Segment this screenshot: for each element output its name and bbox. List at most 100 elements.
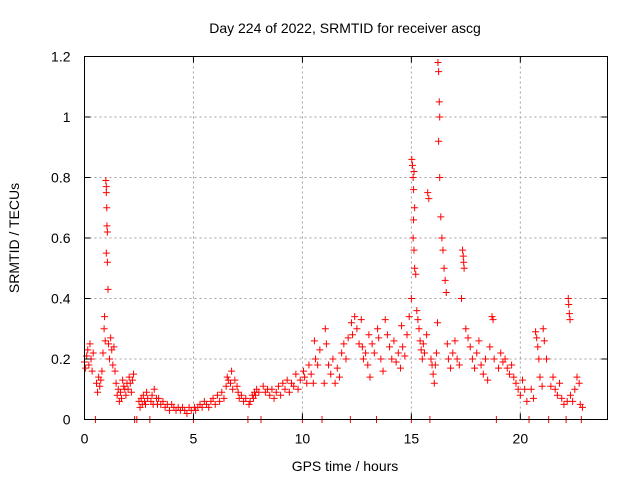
data-point bbox=[535, 355, 543, 363]
data-point bbox=[106, 355, 114, 363]
data-point bbox=[444, 355, 452, 363]
data-point bbox=[439, 246, 447, 254]
data-point bbox=[255, 388, 263, 396]
data-point bbox=[281, 385, 289, 393]
data-point bbox=[459, 252, 467, 260]
data-point bbox=[532, 328, 540, 336]
data-point bbox=[234, 388, 242, 396]
grid bbox=[84, 56, 608, 420]
data-point bbox=[310, 337, 318, 345]
data-point bbox=[155, 394, 163, 402]
data-point bbox=[440, 264, 448, 272]
data-point bbox=[427, 355, 435, 363]
data-point bbox=[88, 367, 96, 375]
data-point bbox=[547, 382, 555, 390]
data-point bbox=[539, 325, 547, 333]
data-point bbox=[451, 337, 459, 345]
data-point bbox=[246, 397, 254, 405]
data-point bbox=[102, 183, 110, 191]
x-axis-label: GPS time / hours bbox=[292, 458, 399, 474]
data-point bbox=[237, 391, 245, 399]
y-tick-label: 1.2 bbox=[51, 49, 71, 65]
data-point bbox=[408, 155, 416, 163]
data-point bbox=[533, 334, 541, 342]
data-point bbox=[386, 343, 394, 351]
data-point bbox=[435, 98, 443, 106]
data-point bbox=[403, 331, 411, 339]
data-point bbox=[331, 379, 339, 387]
data-point bbox=[442, 288, 450, 296]
data-point bbox=[560, 400, 568, 408]
data-point bbox=[431, 361, 439, 369]
data-point bbox=[335, 373, 343, 381]
data-point bbox=[388, 355, 396, 363]
data-point bbox=[227, 379, 235, 387]
data-point bbox=[211, 400, 219, 408]
data-point bbox=[98, 367, 106, 375]
data-point bbox=[471, 364, 479, 372]
data-point bbox=[124, 385, 132, 393]
data-point bbox=[213, 391, 221, 399]
data-point bbox=[104, 285, 112, 293]
data-point bbox=[228, 367, 236, 375]
data-point bbox=[434, 319, 442, 327]
data-point bbox=[277, 391, 285, 399]
data-point bbox=[355, 340, 363, 348]
data-point bbox=[311, 355, 319, 363]
data-point bbox=[420, 349, 428, 357]
data-point bbox=[459, 246, 467, 254]
data-point bbox=[416, 337, 424, 345]
data-point bbox=[407, 295, 415, 302]
data-point bbox=[101, 313, 109, 321]
data-point bbox=[419, 340, 427, 348]
data-point bbox=[220, 394, 228, 402]
data-point bbox=[497, 349, 505, 357]
data-point bbox=[118, 394, 126, 402]
data-point bbox=[479, 370, 487, 378]
data-point bbox=[116, 388, 124, 396]
data-point bbox=[489, 316, 497, 324]
data-point bbox=[122, 391, 130, 399]
data-point bbox=[368, 340, 376, 348]
data-point bbox=[578, 403, 586, 411]
y-axis-label: SRMTID / TECUs bbox=[6, 183, 22, 293]
data-point bbox=[418, 355, 426, 363]
data-point bbox=[338, 349, 346, 357]
data-point bbox=[575, 379, 583, 387]
data-point bbox=[417, 346, 425, 354]
data-point bbox=[521, 385, 529, 393]
data-point bbox=[564, 295, 572, 302]
x-tick-label: 5 bbox=[190, 431, 198, 447]
data-point bbox=[351, 313, 359, 321]
data-point bbox=[429, 370, 437, 378]
data-point bbox=[435, 68, 443, 76]
data-point bbox=[523, 397, 531, 405]
data-point bbox=[148, 391, 156, 399]
data-point bbox=[477, 361, 485, 369]
data-point bbox=[423, 331, 431, 339]
data-point bbox=[447, 364, 455, 372]
data-point bbox=[305, 361, 313, 369]
data-point bbox=[516, 391, 524, 399]
data-point bbox=[540, 337, 548, 345]
data-point bbox=[128, 376, 136, 384]
data-point bbox=[488, 313, 496, 321]
data-point bbox=[512, 379, 520, 387]
data-point bbox=[268, 385, 276, 393]
data-point bbox=[294, 385, 302, 393]
data-point bbox=[272, 388, 280, 396]
data-point bbox=[553, 391, 561, 399]
data-point bbox=[566, 316, 574, 324]
data-point bbox=[92, 379, 100, 387]
data-point bbox=[425, 195, 433, 203]
data-point bbox=[314, 361, 322, 369]
data-point bbox=[394, 349, 402, 357]
data-point bbox=[97, 376, 105, 384]
data-point bbox=[413, 307, 421, 315]
data-point bbox=[109, 361, 117, 369]
data-point bbox=[205, 403, 213, 411]
data-point bbox=[110, 343, 118, 351]
data-point bbox=[120, 382, 128, 390]
data-point bbox=[316, 346, 324, 354]
data-point bbox=[165, 406, 173, 414]
